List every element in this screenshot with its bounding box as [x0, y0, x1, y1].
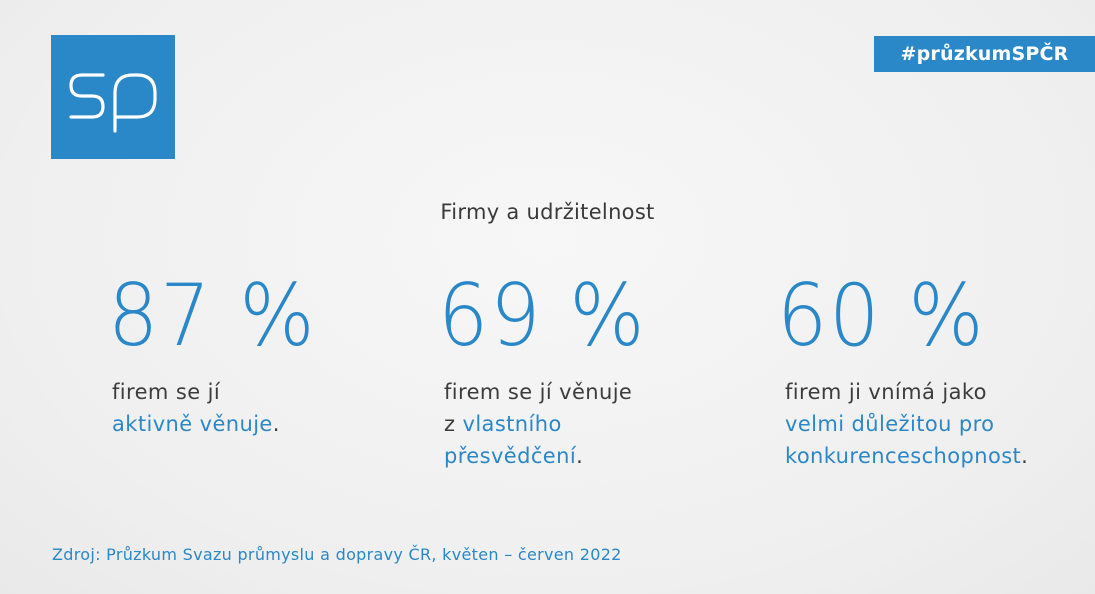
stat-desc-line: z vlastního — [444, 408, 665, 440]
stat-highlight: aktivně věnuje — [112, 412, 273, 436]
stat-card-1: 87 % firem se jí aktivně věnuje. — [108, 268, 335, 440]
stat-highlight: konkurenceschopnost — [785, 444, 1022, 468]
sp-logo — [51, 35, 175, 159]
stat-value: 87 % — [108, 266, 317, 366]
stat-desc-line: konkurenceschopnost. — [785, 440, 1028, 472]
stat-card-2: 69 % firem se jí věnuje z vlastního přes… — [438, 268, 665, 472]
hashtag-badge: #průzkumSPČR — [874, 36, 1095, 72]
stat-punct: . — [576, 444, 584, 468]
sp-logo-mark-icon — [69, 73, 157, 133]
stat-desc-line: firem se jí — [112, 380, 221, 404]
source-note: Zdroj: Průzkum Svazu průmyslu a dopravy … — [52, 545, 622, 564]
stat-desc-line: přesvědčení. — [444, 440, 665, 472]
stat-desc-line: velmi důležitou pro — [785, 408, 1028, 440]
stat-highlight: přesvědčení — [444, 444, 577, 468]
stat-description: firem se jí věnuje z vlastního přesvědče… — [438, 376, 665, 472]
stat-punct: . — [272, 412, 280, 436]
stat-desc-line: aktivně věnuje. — [112, 408, 335, 440]
stat-description: firem ji vnímá jako velmi důležitou pro … — [777, 376, 1028, 472]
stat-value: 69 % — [438, 266, 647, 366]
stat-description: firem se jí aktivně věnuje. — [108, 376, 335, 440]
stat-highlight: velmi důležitou pro — [785, 412, 995, 436]
stat-prefix: z — [444, 412, 463, 436]
page-title: Firmy a udržitelnost — [440, 200, 655, 224]
stat-value: 60 % — [777, 266, 986, 366]
stat-highlight: vlastního — [462, 412, 562, 436]
stat-desc-line: firem ji vnímá jako — [785, 380, 987, 404]
stat-punct: . — [1021, 444, 1029, 468]
stat-desc-line: firem se jí věnuje — [444, 380, 633, 404]
stat-card-3: 60 % firem ji vnímá jako velmi důležitou… — [777, 268, 1028, 472]
